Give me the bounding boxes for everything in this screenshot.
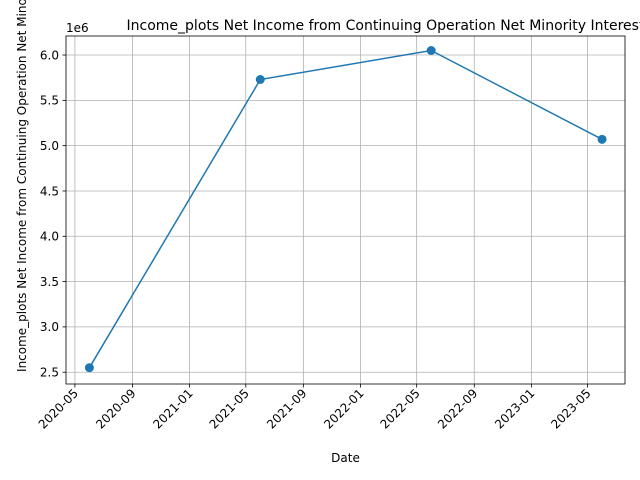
x-tick-label: 2022-01 bbox=[321, 386, 366, 431]
series-line bbox=[88, 49, 603, 369]
x-tick-label: 2023-01 bbox=[492, 386, 537, 431]
grid bbox=[66, 36, 625, 384]
x-tick-label: 2020-09 bbox=[93, 386, 138, 431]
x-axis: 2020-05 2020-09 2021-01 2021-05 2021-09 2022-… bbox=[36, 384, 594, 432]
x-axis-label: Date bbox=[331, 451, 360, 465]
data-point bbox=[597, 134, 607, 144]
y-tick-label: 6.0 bbox=[40, 48, 59, 62]
chart-title: Income_plots Net Income from Continuing … bbox=[127, 18, 640, 34]
y-tick-label: 3.0 bbox=[40, 320, 59, 334]
y-tick-label: 4.0 bbox=[40, 230, 59, 244]
y-tick-label: 5.5 bbox=[40, 94, 59, 108]
y-axis: 2.5 3.0 3.5 4.0 4.5 5.0 5.5 6.0 bbox=[40, 48, 66, 380]
y-tick-label: 5.0 bbox=[40, 139, 59, 153]
data-point bbox=[84, 363, 94, 373]
y-tick-label: 3.5 bbox=[40, 275, 59, 289]
y-tick-label: 2.5 bbox=[40, 366, 59, 380]
y-axis-label: Income_plots Net Income from Continuing … bbox=[15, 0, 29, 372]
series-layer bbox=[88, 49, 603, 369]
x-tick-label: 2021-01 bbox=[150, 386, 195, 431]
y-offset-label: 1e6 bbox=[66, 21, 89, 35]
x-tick-label: 2021-09 bbox=[264, 386, 309, 431]
data-point bbox=[255, 75, 265, 84]
plot-frame bbox=[65, 35, 626, 385]
x-tick-label: 2022-05 bbox=[377, 386, 422, 431]
points-layer bbox=[84, 46, 607, 373]
y-tick-label: 4.5 bbox=[40, 184, 59, 198]
x-tick-label: 2020-05 bbox=[36, 386, 81, 431]
x-tick-label: 2022-09 bbox=[435, 386, 480, 431]
data-point bbox=[426, 46, 436, 55]
x-tick-label: 2023-05 bbox=[548, 386, 593, 431]
x-tick-label: 2021-05 bbox=[207, 386, 252, 431]
